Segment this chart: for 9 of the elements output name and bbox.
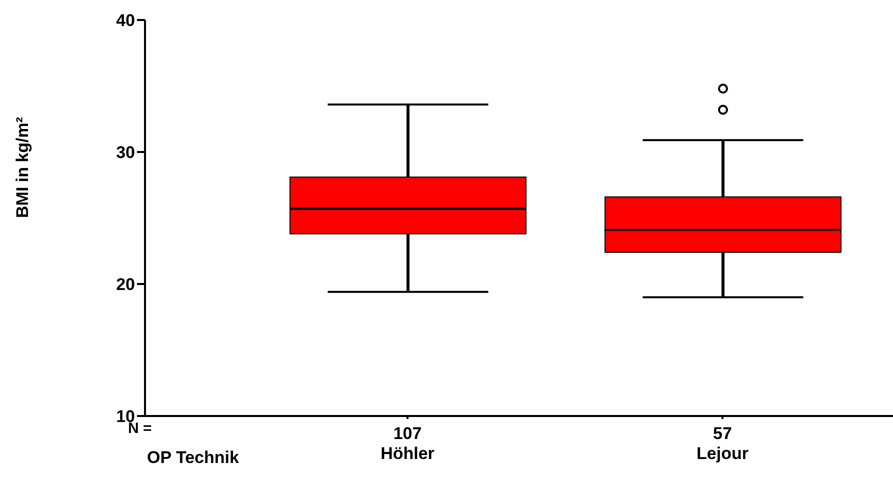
y-tick-label: 20 (116, 275, 135, 294)
y-axis-title: BMI in kg/m² (13, 116, 32, 218)
text: 107 (393, 424, 422, 443)
y-tick-label: 30 (116, 143, 135, 162)
x-axis-title: OP Technik (147, 448, 239, 468)
x-tick-label: Höhler (380, 444, 435, 463)
x-tick-label: Lejour (696, 444, 749, 463)
y-tick-label: 40 (116, 11, 135, 30)
text: 57 (713, 424, 732, 443)
